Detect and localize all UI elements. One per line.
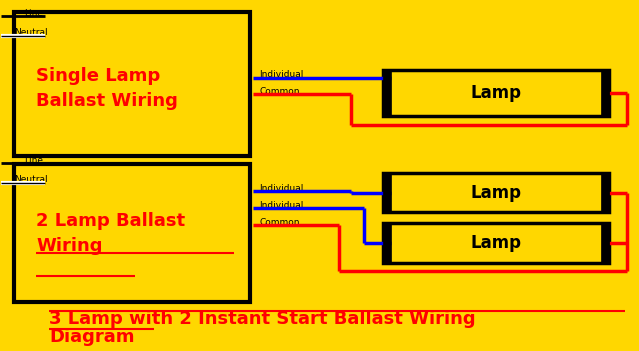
- Text: Individual: Individual: [259, 184, 304, 193]
- FancyBboxPatch shape: [601, 70, 609, 117]
- Text: Lamp: Lamp: [470, 234, 521, 252]
- Text: Common: Common: [259, 218, 300, 227]
- FancyBboxPatch shape: [383, 173, 609, 212]
- Text: Line: Line: [24, 9, 43, 18]
- Text: Individual: Individual: [259, 201, 304, 210]
- Text: Lamp: Lamp: [470, 184, 521, 202]
- Text: Neutral: Neutral: [14, 176, 48, 184]
- Text: Lamp: Lamp: [470, 84, 521, 102]
- FancyBboxPatch shape: [601, 173, 609, 212]
- FancyBboxPatch shape: [383, 173, 392, 212]
- Text: Common: Common: [259, 87, 300, 96]
- FancyBboxPatch shape: [383, 224, 609, 263]
- FancyBboxPatch shape: [14, 164, 249, 302]
- Text: 3 Lamp with 2 Instant Start Ballast Wiring: 3 Lamp with 2 Instant Start Ballast Wiri…: [49, 310, 475, 328]
- FancyBboxPatch shape: [383, 70, 392, 117]
- FancyBboxPatch shape: [601, 224, 609, 263]
- FancyBboxPatch shape: [383, 224, 392, 263]
- Text: Neutral: Neutral: [14, 28, 48, 38]
- FancyBboxPatch shape: [14, 12, 249, 156]
- FancyBboxPatch shape: [383, 70, 609, 117]
- Text: Individual: Individual: [259, 70, 304, 79]
- Text: Diagram: Diagram: [49, 328, 135, 346]
- Text: 2 Lamp Ballast
Wiring: 2 Lamp Ballast Wiring: [36, 212, 185, 254]
- Text: Single Lamp
Ballast Wiring: Single Lamp Ballast Wiring: [36, 67, 178, 111]
- Text: Line: Line: [24, 156, 43, 165]
